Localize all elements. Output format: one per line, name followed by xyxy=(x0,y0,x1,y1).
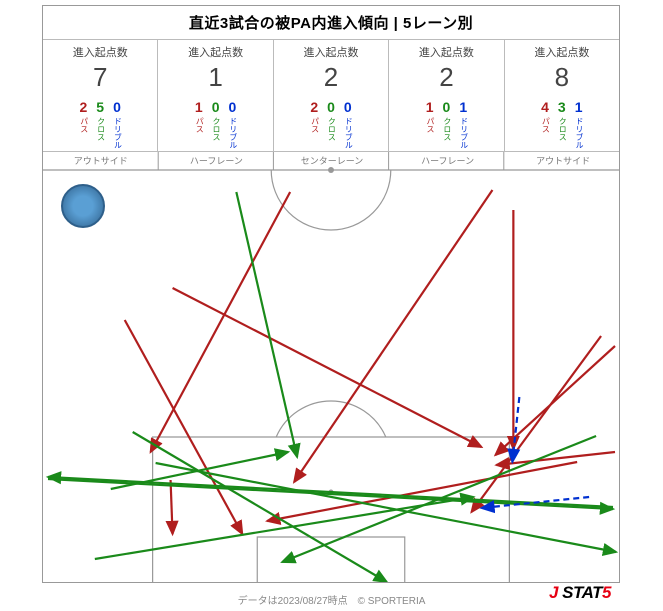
chart-container: 直近3試合の被PA内進入傾向 | 5レーン別 進入起点数 7 2パス 5クロス 0ドリブ… xyxy=(42,5,620,583)
team-logo xyxy=(61,184,105,228)
arrow-pass xyxy=(125,320,243,534)
lane-col-4: 進入起点数 8 4パス 3クロス 1ドリブル xyxy=(505,40,619,151)
breakdown-cross: 0クロス xyxy=(442,99,451,149)
lane-col-1: 進入起点数 1 1パス 0クロス 0ドリブル xyxy=(158,40,273,151)
brand-logo: J STAT5 xyxy=(549,583,611,603)
breakdown-dribble: 1ドリブル xyxy=(459,99,468,149)
breakdown-dribble: 0ドリブル xyxy=(113,99,122,149)
lane-count-label: 進入起点数 xyxy=(73,44,128,60)
lane-count-label: 進入起点数 xyxy=(304,44,359,60)
breakdown-pass: 4パス xyxy=(541,99,550,149)
breakdown-dribble: 0ドリブル xyxy=(343,99,352,149)
lane-header: 進入起点数72パス5クロス0ドリブル進入起点数11パス0クロス0ドリブル進入起点… xyxy=(43,40,619,152)
breakdown-cross: 5クロス xyxy=(96,99,105,149)
brand-stats: STAT xyxy=(558,583,602,602)
lane-count: 1 xyxy=(208,62,222,93)
lane-breakdown: 1パス 0クロス 0ドリブル xyxy=(194,99,236,149)
lane-count-label: 進入起点数 xyxy=(534,44,589,60)
lane-count-label: 進入起点数 xyxy=(188,44,243,60)
breakdown-pass: 2パス xyxy=(310,99,319,149)
arrow-cross xyxy=(95,497,474,559)
lane-breakdown: 2パス 5クロス 0ドリブル xyxy=(79,99,121,149)
arrow-cross xyxy=(282,436,596,562)
lane-count: 8 xyxy=(555,62,569,93)
lane-name-4: アウトサイド xyxy=(505,154,621,167)
lane-name-1: ハーフレーン xyxy=(159,154,275,167)
brand-j: J xyxy=(549,583,558,602)
lane-name-0: アウトサイド xyxy=(43,154,159,167)
breakdown-dribble: 1ドリブル xyxy=(574,99,583,149)
lane-breakdown: 4パス 3クロス 1ドリブル xyxy=(541,99,583,149)
arrow-pass xyxy=(472,336,602,512)
pitch-area: アウトサイドハーフレーンセンターレーンハーフレーンアウトサイド xyxy=(43,152,619,582)
arrow-pass xyxy=(151,192,291,452)
arrow-pass xyxy=(171,480,173,534)
breakdown-dribble: 0ドリブル xyxy=(228,99,237,149)
lane-breakdown: 2パス 0クロス 0ドリブル xyxy=(310,99,352,149)
breakdown-pass: 2パス xyxy=(79,99,88,149)
pitch-svg xyxy=(43,152,619,582)
lane-count: 2 xyxy=(439,62,453,93)
lane-count: 7 xyxy=(93,62,107,93)
lane-col-3: 進入起点数 2 1パス 0クロス 1ドリブル xyxy=(389,40,504,151)
lane-count: 2 xyxy=(324,62,338,93)
lane-breakdown: 1パス 0クロス 1ドリブル xyxy=(425,99,467,149)
lane-col-2: 進入起点数 2 2パス 0クロス 0ドリブル xyxy=(274,40,389,151)
lane-count-label: 進入起点数 xyxy=(419,44,474,60)
arrow-pass xyxy=(173,288,482,447)
breakdown-pass: 1パス xyxy=(194,99,203,149)
lane-name-2: センターレーン xyxy=(274,154,390,167)
brand-s5: 5 xyxy=(602,583,611,602)
breakdown-cross: 0クロス xyxy=(211,99,220,149)
chart-title: 直近3試合の被PA内進入傾向 | 5レーン別 xyxy=(43,6,619,40)
lane-col-0: 進入起点数 7 2パス 5クロス 0ドリブル xyxy=(43,40,158,151)
lane-name-3: ハーフレーン xyxy=(390,154,506,167)
breakdown-cross: 3クロス xyxy=(557,99,566,149)
breakdown-cross: 0クロス xyxy=(327,99,336,149)
breakdown-pass: 1パス xyxy=(425,99,434,149)
